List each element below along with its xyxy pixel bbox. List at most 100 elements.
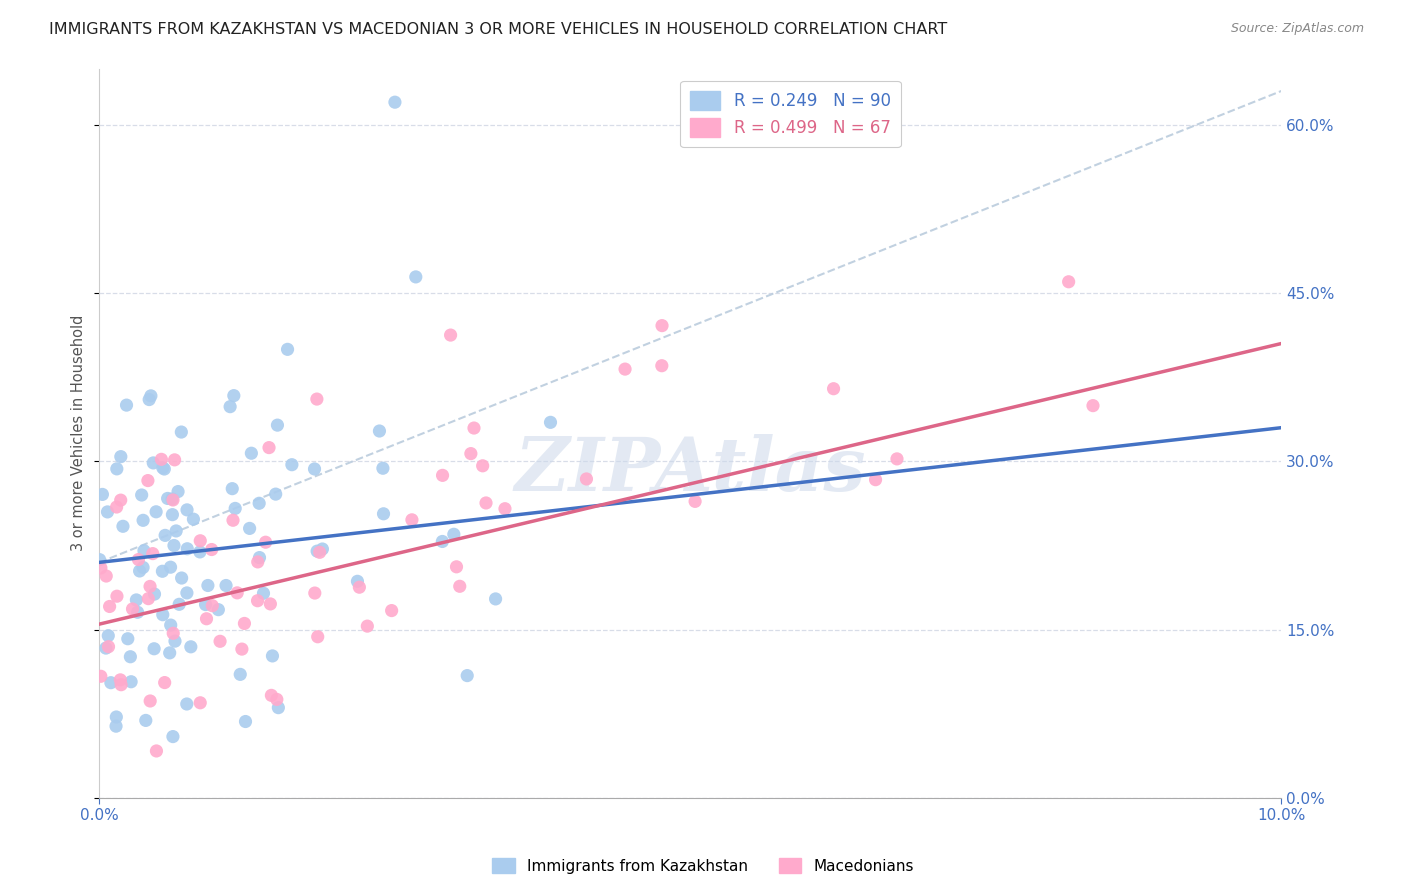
Point	[266, 418, 288, 433]
Point	[105, 500, 128, 514]
Point	[201, 542, 224, 557]
Point	[152, 607, 174, 622]
Point	[152, 460, 174, 475]
Point	[110, 450, 132, 464]
Point	[110, 493, 132, 508]
Point	[304, 586, 326, 600]
Point	[96, 569, 118, 583]
Point	[356, 619, 378, 633]
Point	[235, 714, 257, 729]
Point	[823, 382, 845, 396]
Point	[260, 689, 283, 703]
Point	[247, 496, 270, 510]
Point	[614, 362, 637, 376]
Point	[105, 462, 128, 476]
Point	[222, 513, 245, 527]
Point	[209, 634, 232, 648]
Point	[449, 579, 471, 593]
Point	[138, 591, 160, 606]
Point	[475, 496, 498, 510]
Point	[368, 424, 391, 438]
Point	[162, 626, 184, 640]
Point	[97, 640, 120, 654]
Point	[136, 474, 159, 488]
Point	[401, 513, 423, 527]
Point	[233, 616, 256, 631]
Text: Source: ZipAtlas.com: Source: ZipAtlas.com	[1230, 22, 1364, 36]
Point	[180, 640, 202, 654]
Point	[305, 392, 328, 406]
Point	[226, 586, 249, 600]
Point	[105, 589, 128, 603]
Text: ZIPAtlas: ZIPAtlas	[515, 434, 866, 506]
Point	[484, 591, 506, 606]
Point	[96, 505, 118, 519]
Point	[170, 571, 193, 585]
Point	[139, 579, 162, 593]
Legend: R = 0.249   N = 90, R = 0.499   N = 67: R = 0.249 N = 90, R = 0.499 N = 67	[681, 80, 901, 147]
Point	[145, 744, 167, 758]
Point	[90, 669, 112, 683]
Point	[153, 528, 176, 542]
Point	[304, 462, 326, 476]
Point	[153, 462, 176, 476]
Point	[267, 700, 290, 714]
Point	[120, 674, 142, 689]
Point	[145, 505, 167, 519]
Point	[162, 508, 184, 522]
Point	[1081, 399, 1104, 413]
Point	[120, 649, 142, 664]
Point	[651, 359, 673, 373]
Point	[463, 421, 485, 435]
Point	[162, 493, 184, 508]
Point	[188, 696, 211, 710]
Point	[231, 642, 253, 657]
Point	[219, 400, 242, 414]
Point	[215, 578, 238, 592]
Point	[98, 599, 121, 614]
Point	[262, 648, 284, 663]
Point	[142, 547, 165, 561]
Point	[222, 389, 245, 403]
Point	[90, 561, 112, 575]
Point	[89, 552, 111, 566]
Point	[139, 694, 162, 708]
Point	[117, 632, 139, 646]
Point	[381, 604, 404, 618]
Point	[132, 560, 155, 574]
Point	[456, 668, 478, 682]
Point	[460, 447, 482, 461]
Point	[384, 95, 406, 110]
Point	[163, 453, 186, 467]
Point	[159, 560, 181, 574]
Point	[176, 541, 198, 556]
Legend: Immigrants from Kazakhstan, Macedonians: Immigrants from Kazakhstan, Macedonians	[485, 852, 921, 880]
Point	[195, 612, 218, 626]
Point	[132, 543, 155, 558]
Y-axis label: 3 or more Vehicles in Household: 3 or more Vehicles in Household	[72, 315, 86, 551]
Point	[439, 328, 461, 343]
Point	[224, 501, 246, 516]
Point	[111, 519, 134, 533]
Point	[188, 545, 211, 559]
Point	[229, 667, 252, 681]
Point	[886, 451, 908, 466]
Point	[165, 524, 187, 538]
Point	[150, 452, 173, 467]
Point	[264, 487, 287, 501]
Point	[127, 552, 149, 566]
Point	[167, 597, 190, 611]
Point	[257, 441, 280, 455]
Point	[432, 468, 454, 483]
Point	[349, 580, 371, 594]
Point	[176, 503, 198, 517]
Point	[105, 719, 128, 733]
Point	[115, 398, 138, 412]
Point	[97, 629, 120, 643]
Point	[159, 646, 181, 660]
Point	[240, 446, 263, 460]
Point	[683, 494, 706, 508]
Point	[135, 714, 157, 728]
Point	[371, 461, 394, 475]
Point	[373, 507, 395, 521]
